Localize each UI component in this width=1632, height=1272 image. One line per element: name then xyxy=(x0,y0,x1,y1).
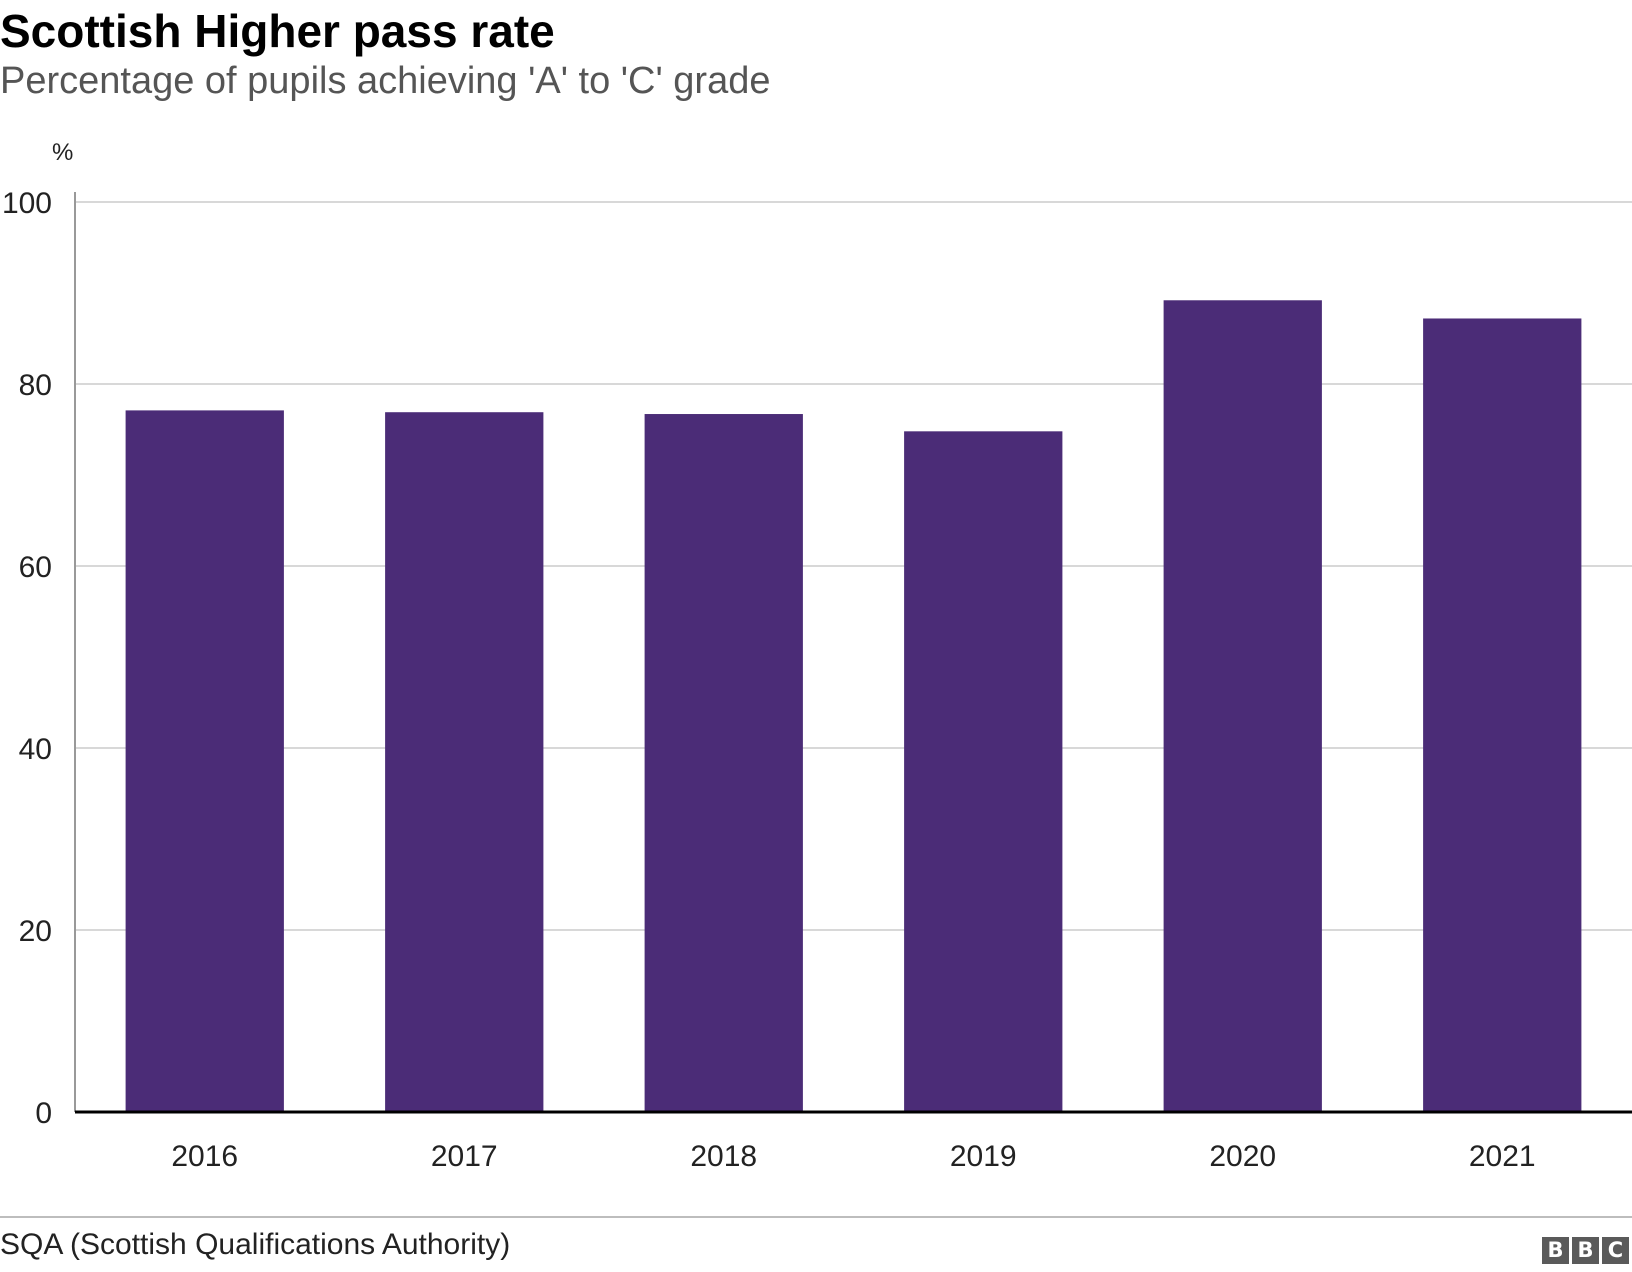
bars xyxy=(125,300,1582,1113)
logo-letter: C xyxy=(1602,1237,1629,1264)
bar xyxy=(1423,318,1582,1113)
bar xyxy=(904,431,1063,1112)
y-tick-label: 60 xyxy=(19,551,52,584)
bar xyxy=(644,414,803,1112)
y-tick-label: 100 xyxy=(2,187,52,220)
chart-subtitle: Percentage of pupils achieving 'A' to 'C… xyxy=(0,60,771,102)
x-tick-label: 2021 xyxy=(1469,1140,1536,1173)
y-tick-label: 80 xyxy=(19,369,52,402)
bar-chart: 0 20 40 60 80 100% 2016 2017 2018 2019 2020 2021 xyxy=(2,139,1632,1173)
x-tick-label: 2016 xyxy=(171,1140,238,1173)
bbc-logo: B B C xyxy=(1542,1237,1629,1264)
axes: 0 20 40 60 80 100% 2016 2017 2018 2019 2020 2021 xyxy=(2,139,1632,1173)
x-tick-label: 2017 xyxy=(431,1140,498,1173)
y-tick-label: 40 xyxy=(19,733,52,766)
x-tick-label: 2020 xyxy=(1209,1140,1276,1173)
footer-divider xyxy=(0,1216,1632,1218)
bar xyxy=(385,412,544,1113)
logo-letter: B xyxy=(1542,1237,1569,1264)
y-tick-label: 20 xyxy=(19,915,52,948)
y-tick-label: 0 xyxy=(35,1097,52,1130)
source-note: SQA (Scottish Qualifications Authority) xyxy=(0,1228,511,1261)
bar xyxy=(1163,300,1322,1112)
bar xyxy=(125,410,284,1112)
gridlines xyxy=(75,201,1632,931)
chart-title: Scottish Higher pass rate xyxy=(0,5,555,57)
y-axis-unit-label: % xyxy=(52,139,73,166)
x-tick-label: 2019 xyxy=(950,1140,1017,1173)
logo-letter: B xyxy=(1572,1237,1599,1264)
x-tick-label: 2018 xyxy=(690,1140,757,1173)
